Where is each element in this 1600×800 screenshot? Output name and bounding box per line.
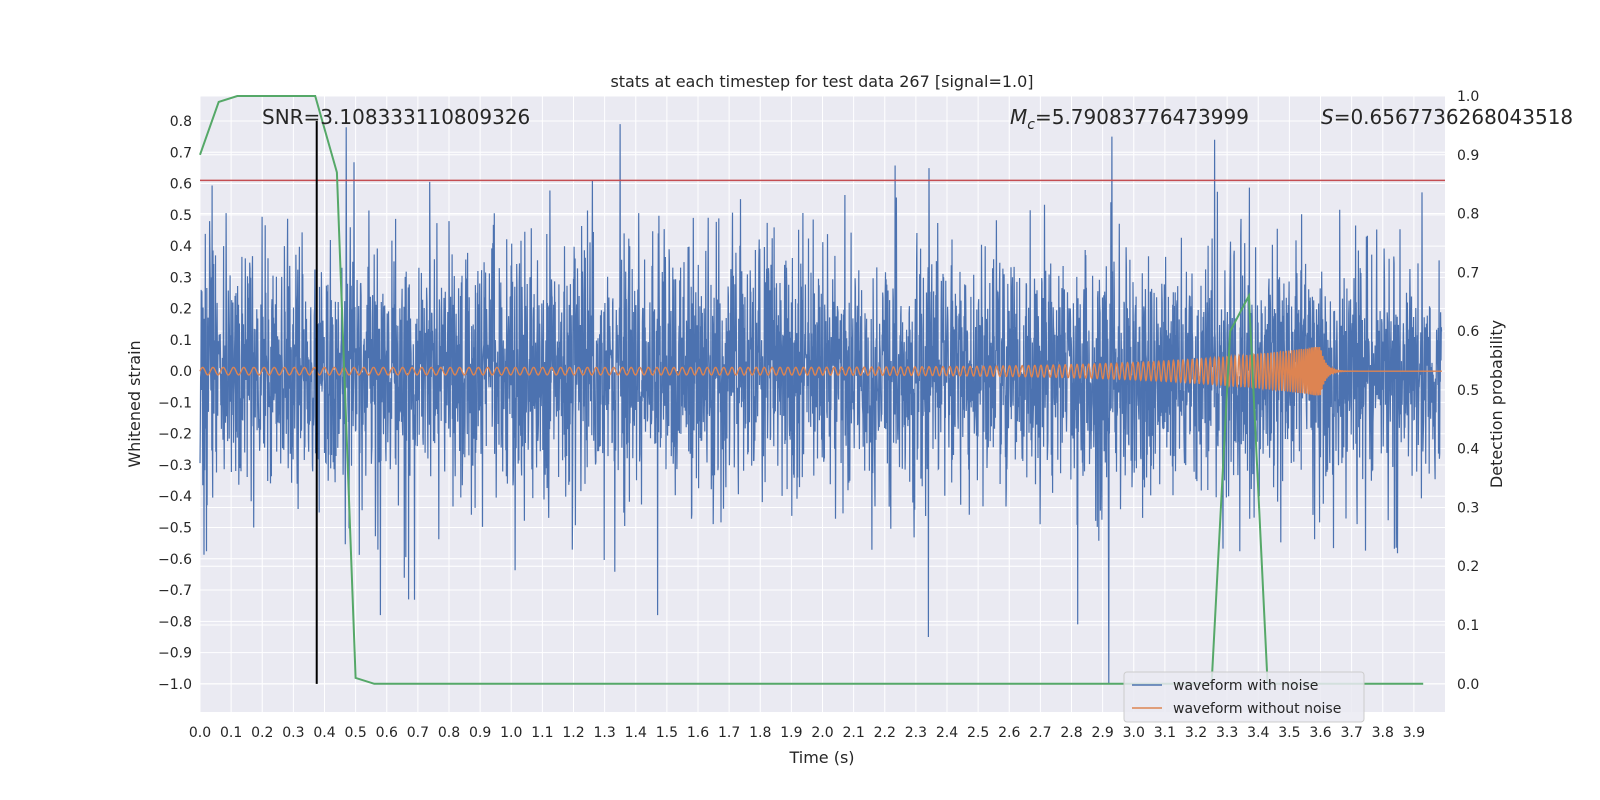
chirp-mass-symbol: M bbox=[1010, 105, 1027, 129]
chirp-mass-annotation: Mc=5.79083776473999 bbox=[1010, 105, 1249, 133]
y-right-tick-label: 0.3 bbox=[1457, 500, 1479, 516]
y-right-tick-label: 1.0 bbox=[1457, 89, 1479, 105]
chart-title: stats at each timestep for test data 267… bbox=[610, 72, 1033, 91]
x-tick-label: 0.1 bbox=[220, 725, 242, 741]
x-tick-label: 0.4 bbox=[313, 725, 335, 741]
x-tick-label: 0.7 bbox=[407, 725, 429, 741]
x-tick-label: 2.2 bbox=[874, 725, 896, 741]
x-tick-label: 3.6 bbox=[1309, 725, 1331, 741]
y-tick-label: 0.1 bbox=[170, 333, 192, 349]
x-tick-label: 1.8 bbox=[749, 725, 771, 741]
x-tick-label: 2.1 bbox=[842, 725, 864, 741]
chirp-mass-value: =5.79083776473999 bbox=[1035, 105, 1249, 129]
x-tick-label: 3.7 bbox=[1340, 725, 1362, 741]
y-tick-label: 0.3 bbox=[170, 270, 192, 286]
y-tick-label: 0.6 bbox=[170, 177, 192, 193]
x-tick-label: 3.5 bbox=[1278, 725, 1300, 741]
y-right-axis-ticks: 1.0 0.9 0.8 0.7 0.6 0.5 0.4 0.3 0.2 0.1 0.0 bbox=[1457, 89, 1479, 693]
y-right-tick-label: 0.0 bbox=[1457, 677, 1479, 693]
spin-value: =0.6567736268043518 bbox=[1334, 105, 1573, 129]
clean-waveform-line bbox=[199, 346, 1442, 396]
legend-box bbox=[1123, 671, 1365, 723]
y-tick-label: −1.0 bbox=[158, 677, 192, 693]
x-tick-label: 0.0 bbox=[189, 725, 211, 741]
x-tick-label: 3.2 bbox=[1185, 725, 1207, 741]
y-tick-label: −0.1 bbox=[158, 395, 192, 411]
x-tick-label: 3.4 bbox=[1247, 725, 1269, 741]
y-tick-label: 0.7 bbox=[170, 145, 192, 161]
x-tick-label: 2.9 bbox=[1091, 725, 1113, 741]
x-tick-label: 2.5 bbox=[967, 725, 989, 741]
y-tick-label: −0.9 bbox=[158, 646, 192, 662]
x-tick-label: 2.4 bbox=[936, 725, 958, 741]
y-right-tick-label: 0.2 bbox=[1457, 559, 1479, 575]
snr-annotation: SNR=3.108333110809326 bbox=[262, 105, 530, 129]
y-right-axis-label: Detection probability bbox=[1487, 320, 1506, 488]
x-tick-label: 1.4 bbox=[625, 725, 647, 741]
x-tick-label: 2.3 bbox=[905, 725, 927, 741]
y-tick-label: −0.5 bbox=[158, 521, 192, 537]
x-tick-label: 1.2 bbox=[562, 725, 584, 741]
spin-annotation: S=0.6567736268043518 bbox=[1321, 105, 1573, 129]
y-right-tick-label: 0.9 bbox=[1457, 148, 1479, 164]
x-tick-label: 2.6 bbox=[998, 725, 1020, 741]
x-axis-ticks: 0.0 0.1 0.2 0.3 0.4 0.5 0.6 0.7 0.8 0.9 1.0 1.1 1.2 1… bbox=[189, 725, 1425, 741]
x-tick-label: 1.9 bbox=[780, 725, 802, 741]
y-tick-label: −0.4 bbox=[158, 489, 192, 505]
y-axis-label: Whitened strain bbox=[125, 340, 144, 467]
series-waveform-without-noise bbox=[199, 346, 1442, 396]
x-axis-label: Time (s) bbox=[788, 748, 854, 767]
y-right-tick-label: 0.4 bbox=[1457, 442, 1479, 458]
y-tick-label: 0.8 bbox=[170, 114, 192, 130]
x-tick-label: 1.7 bbox=[718, 725, 740, 741]
y-right-tick-label: 0.8 bbox=[1457, 207, 1479, 223]
x-tick-label: 3.9 bbox=[1403, 725, 1425, 741]
x-tick-label: 1.6 bbox=[687, 725, 709, 741]
series-waveform-with-noise bbox=[199, 124, 1443, 684]
y-right-tick-label: 0.7 bbox=[1457, 265, 1479, 281]
y-tick-label: 0.5 bbox=[170, 208, 192, 224]
x-tick-label: 3.0 bbox=[1123, 725, 1145, 741]
x-tick-label: 0.3 bbox=[282, 725, 304, 741]
x-tick-label: 2.8 bbox=[1060, 725, 1082, 741]
y-right-tick-label: 0.1 bbox=[1457, 618, 1479, 634]
x-tick-label: 0.5 bbox=[344, 725, 366, 741]
y-tick-label: 0.4 bbox=[170, 239, 192, 255]
y-right-tick-label: 0.5 bbox=[1457, 383, 1479, 399]
x-tick-label: 3.1 bbox=[1154, 725, 1176, 741]
legend-entry-noise: waveform with noise bbox=[1173, 678, 1318, 694]
legend: waveform with noise waveform without noi… bbox=[1123, 671, 1365, 723]
x-tick-label: 3.8 bbox=[1372, 725, 1394, 741]
noise-waveform-line bbox=[199, 124, 1443, 684]
y-tick-label: −0.6 bbox=[158, 552, 192, 568]
legend-entry-clean: waveform without noise bbox=[1173, 701, 1341, 717]
x-tick-label: 1.0 bbox=[500, 725, 522, 741]
x-tick-label: 0.9 bbox=[469, 725, 491, 741]
y-tick-label: 0.0 bbox=[170, 364, 192, 380]
x-tick-label: 2.0 bbox=[811, 725, 833, 741]
x-tick-label: 3.3 bbox=[1216, 725, 1238, 741]
chirp-mass-subscript: c bbox=[1027, 117, 1035, 133]
x-tick-label: 0.6 bbox=[376, 725, 398, 741]
x-tick-label: 0.2 bbox=[251, 725, 273, 741]
spin-symbol: S bbox=[1321, 105, 1334, 129]
y-tick-label: −0.2 bbox=[158, 427, 192, 443]
x-tick-label: 2.7 bbox=[1029, 725, 1051, 741]
y-axis-ticks: 0.8 0.7 0.6 0.5 0.4 0.3 0.2 0.1 0.0 −0.1 −0.2 −0.3 −… bbox=[158, 114, 192, 693]
x-tick-label: 0.8 bbox=[438, 725, 460, 741]
y-tick-label: −0.8 bbox=[158, 614, 192, 630]
x-tick-label: 1.5 bbox=[656, 725, 678, 741]
y-tick-label: −0.3 bbox=[158, 458, 192, 474]
y-right-tick-label: 0.6 bbox=[1457, 324, 1479, 340]
y-tick-label: −0.7 bbox=[158, 583, 192, 599]
x-tick-label: 1.1 bbox=[531, 725, 553, 741]
y-tick-label: 0.2 bbox=[170, 302, 192, 318]
x-tick-label: 1.3 bbox=[593, 725, 615, 741]
